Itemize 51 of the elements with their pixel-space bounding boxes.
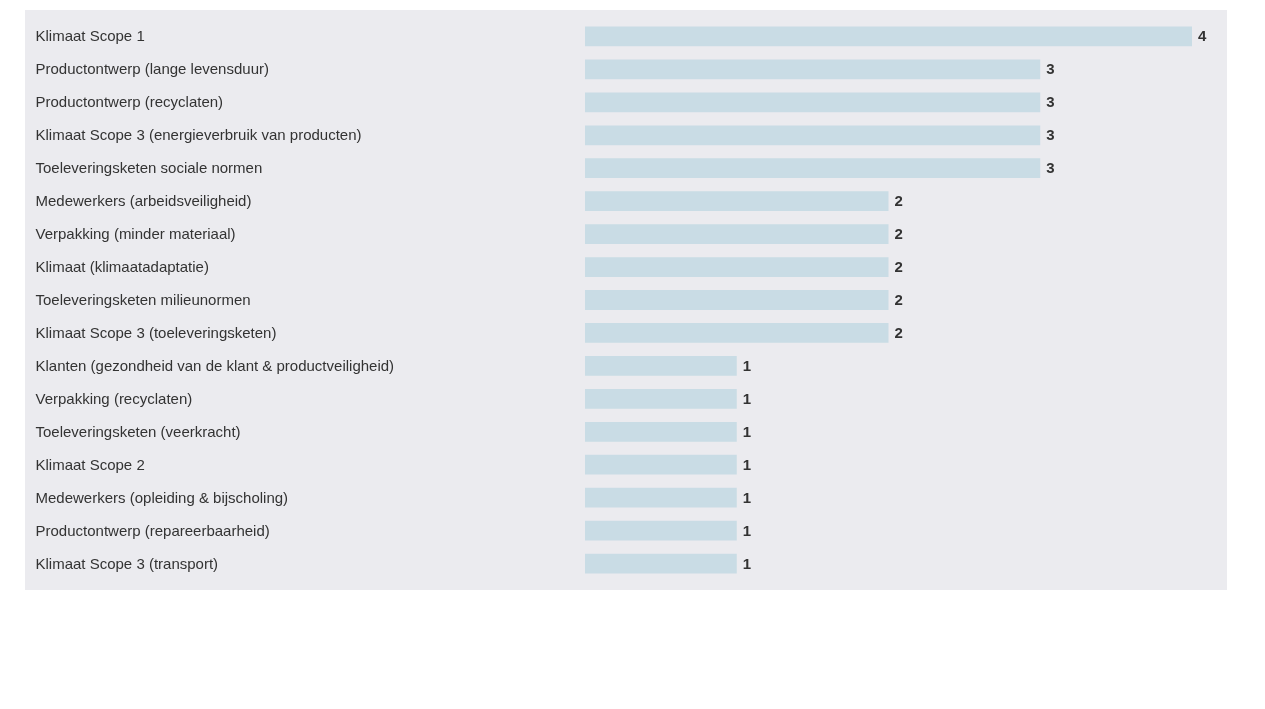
bar — [585, 92, 1041, 113]
data-label: 2 — [894, 225, 903, 243]
y-tick-label: Medewerkers (opleiding & bijscholing) — [35, 488, 289, 506]
data-label: 1 — [742, 455, 752, 473]
bar — [585, 26, 1192, 47]
y-tick-label: Toeleveringsketen milieunormen — [35, 291, 251, 308]
y-tick-label: Productontwerp (repareerbaarheid) — [35, 521, 270, 539]
data-label: 2 — [894, 258, 903, 276]
y-tick-label: Klimaat Scope 2 — [35, 455, 145, 473]
y-tick-label: Toeleveringsketen (veerkracht) — [35, 422, 241, 440]
data-label: 1 — [742, 422, 752, 440]
y-tick-label: Medewerkers (arbeidsveiligheid) — [35, 192, 252, 210]
bar — [585, 191, 889, 212]
bar — [585, 290, 889, 310]
bar — [585, 356, 737, 376]
data-label: 3 — [1046, 60, 1055, 78]
bar — [585, 520, 737, 541]
bar — [585, 553, 737, 574]
y-tick-label: Klanten (gezondheid van de klant & productveiligheid) — [35, 356, 395, 374]
y-tick-label: Klimaat Scope 3 (toeleveringsketen) — [35, 323, 277, 341]
data-label: 1 — [742, 488, 752, 506]
bar — [585, 158, 1041, 179]
y-tick-label: Verpakking (recyclaten) — [35, 389, 193, 407]
y-tick-label: Productontwerp (recyclaten) — [35, 93, 224, 111]
bar — [585, 257, 889, 277]
y-tick-label: Klimaat (klimaatadaptatie) — [35, 258, 209, 276]
data-label: 1 — [742, 521, 752, 539]
data-label: 2 — [894, 291, 903, 308]
data-label: 1 — [742, 389, 752, 407]
y-tick-label: Productontwerp (lange levensduur) — [35, 60, 269, 78]
data-label: 1 — [742, 554, 752, 572]
bar — [585, 388, 737, 409]
y-tick-label: Toeleveringsketen sociale normen — [35, 159, 263, 177]
y-tick-label: Klimaat Scope 1 — [35, 27, 145, 45]
bar — [585, 323, 889, 343]
bar — [585, 224, 889, 244]
data-label: 4 — [1198, 27, 1207, 45]
bar — [585, 487, 737, 508]
data-label: 3 — [1046, 126, 1055, 144]
bar — [585, 421, 737, 442]
y-tick-label: Klimaat Scope 3 (energieverbruik van producten) — [35, 126, 362, 144]
y-tick-label: Klimaat Scope 3 (transport) — [35, 554, 219, 572]
y-tick-label: Verpakking (minder materiaal) — [35, 225, 236, 243]
data-label: 3 — [1046, 159, 1055, 177]
data-label: 2 — [894, 323, 903, 341]
data-label: 3 — [1046, 93, 1055, 111]
data-label: 1 — [742, 356, 752, 374]
bar — [585, 125, 1041, 146]
bar — [585, 59, 1041, 80]
bar — [585, 454, 737, 475]
data-label: 2 — [894, 192, 903, 210]
